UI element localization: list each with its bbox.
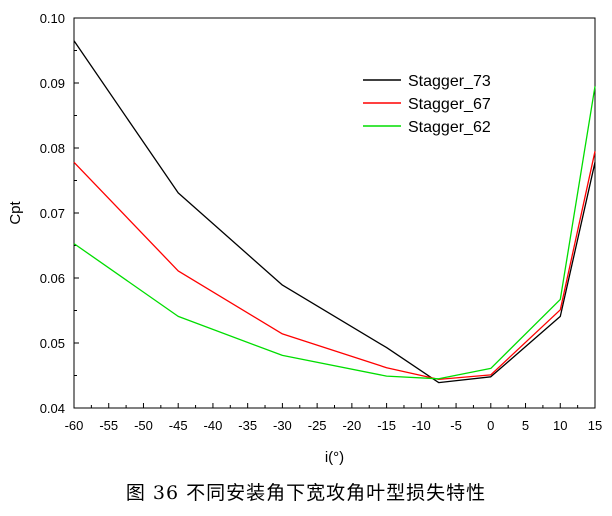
- y-axis-ticks: 0.04 0.05 0.06 0.07 0.08 0.09 0.10: [40, 11, 79, 416]
- x-tick-label: -60: [65, 418, 84, 433]
- x-tick-label: -25: [308, 418, 327, 433]
- legend-label: Stagger_62: [408, 119, 491, 136]
- series-line-stagger-62: [73, 86, 596, 380]
- x-tick-label: 10: [553, 418, 567, 433]
- x-tick-label: -55: [99, 418, 118, 433]
- x-tick-label: 5: [522, 418, 529, 433]
- series-layer: [73, 40, 596, 384]
- y-tick-label: 0.05: [40, 336, 65, 351]
- legend-label: Stagger_73: [408, 73, 491, 90]
- x-tick-label: -30: [273, 418, 292, 433]
- legend-label: Stagger_67: [408, 96, 491, 113]
- y-tick-label: 0.08: [40, 141, 65, 156]
- y-tick-label: 0.10: [40, 11, 65, 26]
- x-tick-label: -10: [412, 418, 431, 433]
- x-axis-ticks: -60 -55 -50 -45 -40 -35 -30 -25 -20 -15 -10 -5 0 5 10 1…: [65, 403, 602, 433]
- y-tick-label: 0.06: [40, 271, 65, 286]
- line-chart: -60 -55 -50 -45 -40 -35 -30 -25 -20 -15 -10 -5 0 5 10 1…: [7, 11, 602, 466]
- y-tick-label: 0.04: [40, 401, 65, 416]
- x-tick-label: -20: [342, 418, 361, 433]
- x-tick-label: -5: [450, 418, 462, 433]
- y-tick-label: 0.09: [40, 76, 65, 91]
- x-tick-label: -15: [377, 418, 396, 433]
- series-line-stagger-67: [73, 151, 596, 381]
- plot-frame: [73, 17, 596, 409]
- x-tick-label: 15: [588, 418, 602, 433]
- x-axis-title: i(°): [325, 449, 344, 466]
- legend: Stagger_73 Stagger_67 Stagger_62: [363, 73, 491, 136]
- y-tick-label: 0.07: [40, 206, 65, 221]
- x-tick-label: -50: [134, 418, 153, 433]
- x-tick-label: -45: [169, 418, 188, 433]
- y-axis-title: Cpt: [7, 200, 24, 224]
- series-line-stagger-73: [73, 40, 596, 384]
- x-tick-label: 0: [487, 418, 494, 433]
- x-tick-label: -35: [238, 418, 257, 433]
- figure-caption: 图 36 不同安装角下宽攻角叶型损失特性: [125, 482, 487, 504]
- x-tick-label: -40: [204, 418, 223, 433]
